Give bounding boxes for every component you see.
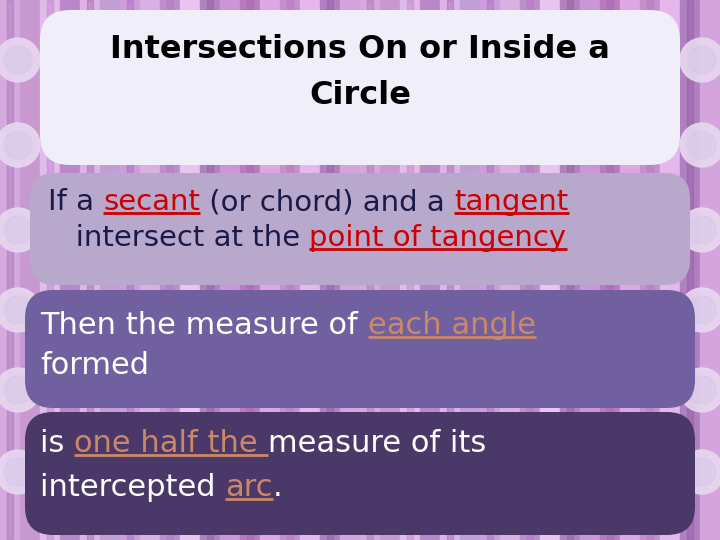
Text: measure of its: measure of its [268, 429, 486, 458]
Bar [120, 0, 140, 540]
Text: each angle: each angle [367, 312, 536, 341]
Bar [567, 0, 573, 540]
Bar [660, 0, 680, 540]
Bar [327, 0, 333, 540]
Circle shape [0, 450, 40, 494]
Bar [340, 0, 360, 540]
Bar [280, 0, 300, 540]
Bar [487, 0, 493, 540]
Bar [160, 0, 180, 540]
Text: intercepted: intercepted [40, 474, 225, 503]
Text: Intersections On or Inside a: Intersections On or Inside a [110, 35, 610, 65]
Bar [180, 0, 200, 540]
Text: Then the measure of: Then the measure of [40, 312, 367, 341]
Circle shape [680, 450, 720, 494]
Circle shape [0, 288, 40, 332]
Bar [80, 0, 100, 540]
Text: tangent: tangent [454, 188, 569, 216]
Circle shape [0, 38, 40, 82]
Circle shape [4, 376, 32, 404]
Circle shape [0, 368, 40, 412]
Circle shape [688, 216, 716, 244]
Bar [7, 0, 13, 540]
Bar [60, 0, 80, 540]
Bar [687, 0, 693, 540]
Bar [460, 0, 480, 540]
FancyBboxPatch shape [25, 290, 695, 408]
Bar [140, 0, 160, 540]
Circle shape [4, 458, 32, 486]
Bar [220, 0, 240, 540]
Bar [400, 0, 420, 540]
Bar [560, 0, 580, 540]
Bar [100, 0, 120, 540]
Text: arc: arc [225, 474, 273, 503]
Bar [500, 0, 520, 540]
Circle shape [4, 46, 32, 74]
Circle shape [688, 458, 716, 486]
Text: formed: formed [40, 352, 149, 381]
Bar [320, 0, 340, 540]
Bar [260, 0, 280, 540]
Bar [300, 0, 320, 540]
Bar [600, 0, 620, 540]
Bar [367, 0, 373, 540]
Circle shape [688, 296, 716, 324]
Circle shape [680, 368, 720, 412]
Bar [527, 0, 533, 540]
Bar [440, 0, 460, 540]
Circle shape [680, 38, 720, 82]
Circle shape [688, 46, 716, 74]
Bar [680, 0, 700, 540]
Circle shape [688, 131, 716, 159]
Bar [287, 0, 293, 540]
Bar [700, 0, 720, 540]
Bar [127, 0, 133, 540]
Text: intersect at the: intersect at the [48, 224, 310, 252]
Bar [47, 0, 53, 540]
FancyBboxPatch shape [25, 412, 695, 535]
Text: secant: secant [103, 188, 200, 216]
Bar [447, 0, 453, 540]
Circle shape [680, 208, 720, 252]
Bar [40, 0, 60, 540]
Bar [20, 0, 40, 540]
Text: one half the: one half the [74, 429, 268, 458]
Text: If a: If a [48, 188, 103, 216]
FancyBboxPatch shape [40, 10, 680, 165]
Bar [360, 0, 380, 540]
FancyBboxPatch shape [30, 173, 690, 285]
Circle shape [0, 208, 40, 252]
Bar [380, 0, 400, 540]
Bar [87, 0, 93, 540]
Bar [407, 0, 413, 540]
Bar [420, 0, 440, 540]
Text: point of tangency: point of tangency [310, 224, 567, 252]
Circle shape [4, 296, 32, 324]
Bar [640, 0, 660, 540]
Bar [0, 0, 20, 540]
Circle shape [0, 123, 40, 167]
Bar [607, 0, 613, 540]
Bar [540, 0, 560, 540]
Bar [580, 0, 600, 540]
Text: .: . [273, 474, 282, 503]
Bar [240, 0, 260, 540]
Circle shape [680, 288, 720, 332]
Text: is: is [40, 429, 74, 458]
Bar [247, 0, 253, 540]
Bar [647, 0, 653, 540]
Bar [480, 0, 500, 540]
Text: (or chord) and a: (or chord) and a [200, 188, 454, 216]
Circle shape [4, 131, 32, 159]
Text: Circle: Circle [309, 79, 411, 111]
Bar [520, 0, 540, 540]
Circle shape [4, 216, 32, 244]
Circle shape [688, 376, 716, 404]
Bar [200, 0, 220, 540]
Bar [620, 0, 640, 540]
Bar [167, 0, 173, 540]
Circle shape [680, 123, 720, 167]
Bar [207, 0, 213, 540]
